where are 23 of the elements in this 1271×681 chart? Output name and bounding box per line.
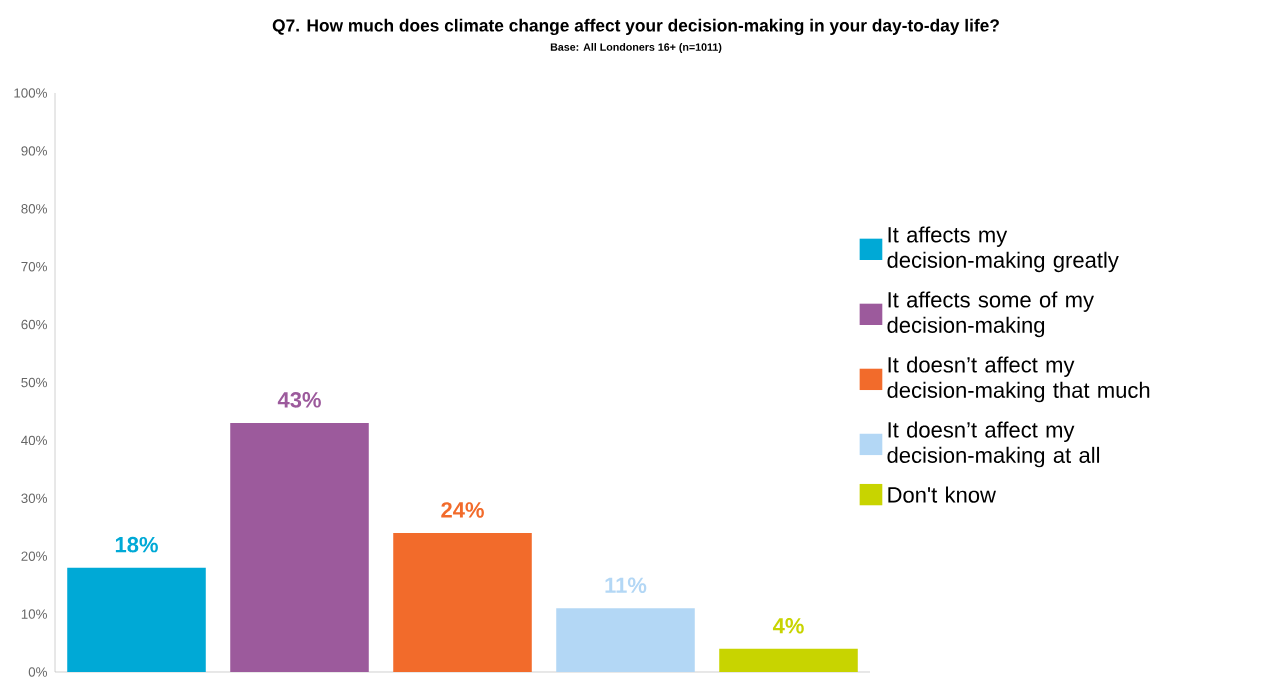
legend-label: It doesn’t affect my decision-making at all xyxy=(887,421,1100,468)
y-tick-label: 80% xyxy=(21,204,47,214)
y-tick-label: 30% xyxy=(21,493,47,503)
y-tick-label: 70% xyxy=(21,261,47,272)
y-tick-label: 20% xyxy=(21,551,47,561)
chart-title: Q7. How much does climate change affect your decision-making in your day-to-day life? xyxy=(272,18,999,36)
legend-label: Don't know xyxy=(888,486,996,503)
legend-label: It affects some of my decision-making xyxy=(887,291,1094,338)
y-tick-label: 40% xyxy=(21,435,47,446)
y-tick-label: 60% xyxy=(21,319,47,330)
chart-subtitle: Base: All Londoners 16+ (n=1011) xyxy=(550,42,722,53)
data-label: 4% xyxy=(772,617,804,634)
y-tick-label: 90% xyxy=(21,146,47,156)
data-label: 11% xyxy=(605,577,647,593)
legend-label: It affects my decision-making greatly xyxy=(887,226,1119,273)
y-tick-label: 50% xyxy=(21,377,47,388)
legend-label: It doesn’t affect my decision-making that much xyxy=(887,356,1150,403)
data-label: 18% xyxy=(115,536,158,553)
y-tick-label: 10% xyxy=(21,609,47,619)
data-label: 24% xyxy=(441,502,484,518)
y-tick-label: 100% xyxy=(14,88,47,98)
data-label: 43% xyxy=(277,392,321,408)
y-tick-label: 0% xyxy=(28,667,47,677)
